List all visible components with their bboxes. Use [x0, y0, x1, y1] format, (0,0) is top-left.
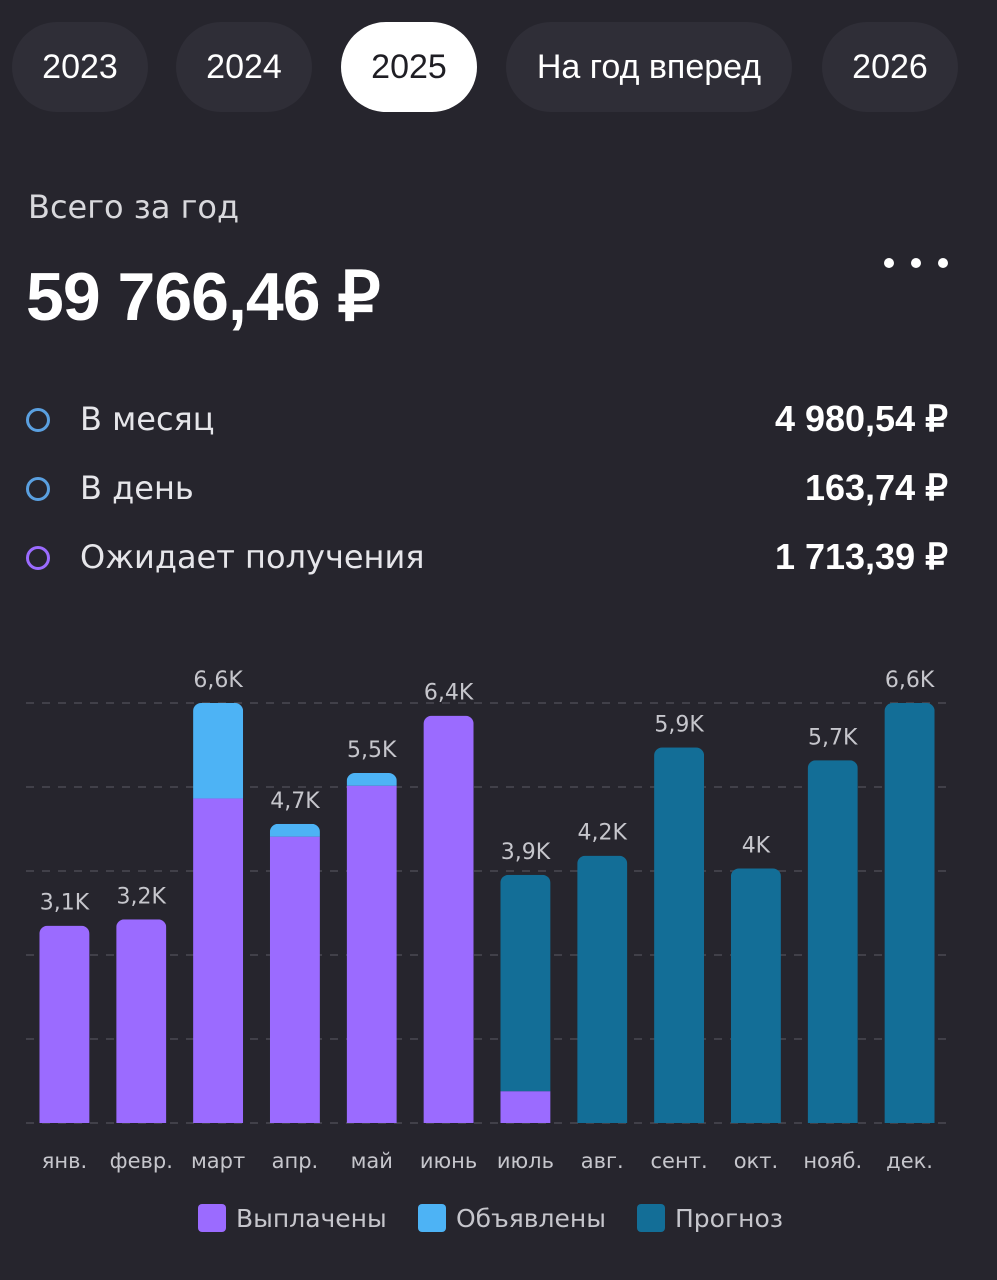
more-options-icon[interactable] — [884, 250, 948, 276]
ring-icon — [26, 408, 50, 432]
bar-segment-declared — [346, 773, 397, 786]
total-label: Всего за год — [28, 188, 240, 226]
tab-2025[interactable]: 2025 — [341, 22, 477, 112]
bar-value-label: 4,7K — [270, 789, 320, 814]
bar-segment-forecast — [730, 868, 781, 1123]
legend-label: Выплачены — [236, 1203, 387, 1233]
x-tick-label: авг. — [581, 1149, 624, 1173]
bar-segment-forecast — [884, 703, 935, 1123]
bar-4 — [346, 773, 397, 1123]
bar-8 — [654, 747, 705, 1123]
bar-3 — [269, 823, 320, 1123]
bar-value-label: 4,2K — [578, 821, 628, 846]
x-tick-label: дек. — [886, 1149, 933, 1173]
x-tick-label: янв. — [42, 1149, 87, 1173]
bar-9 — [730, 868, 781, 1123]
legend-label: Объявлены — [456, 1203, 606, 1233]
bar-value-label: 5,5K — [347, 738, 397, 763]
bar-segment-paid — [193, 798, 244, 1123]
bar-5 — [423, 715, 474, 1123]
legend-item-paid: Выплачены — [198, 1196, 387, 1240]
x-tick-label: апр. — [272, 1149, 319, 1173]
legend-swatch-forecast — [637, 1204, 665, 1232]
x-tick-label: февр. — [110, 1149, 173, 1173]
total-value: 59 766,46 ₽ — [26, 259, 381, 335]
bar-segment-forecast — [577, 855, 628, 1123]
bar-segment-paid — [39, 925, 90, 1123]
more-dot-icon — [884, 258, 894, 268]
legend-item-declared: Объявлены — [418, 1196, 606, 1240]
bar-segment-paid — [346, 785, 397, 1123]
bar-11 — [884, 703, 935, 1123]
x-tick-label: нояб. — [803, 1149, 862, 1173]
stat-label: В день — [80, 469, 194, 507]
x-tick-label: май — [351, 1149, 393, 1173]
tab-2023[interactable]: 2023 — [12, 22, 148, 112]
bar-segment-paid — [269, 836, 320, 1123]
bar-segment-paid — [116, 919, 167, 1123]
bar-value-label: 6,4K — [424, 681, 474, 706]
more-dot-icon — [911, 258, 921, 268]
bar-segment-declared — [269, 823, 320, 837]
legend-label: Прогноз — [675, 1203, 784, 1233]
x-tick-label: окт. — [734, 1149, 778, 1173]
chart-legend: Выплачены Объявлены Прогноз — [0, 1196, 997, 1240]
bar-value-label: 3,2K — [117, 884, 167, 909]
bar-value-label: 5,7K — [808, 725, 858, 750]
bar-segment-forecast — [807, 760, 858, 1123]
tab-year-ahead[interactable]: На год вперед — [506, 22, 792, 112]
dividends-bar-chart: 3,1K янв. 3,2K февр. 6,6K март 4,7K апр. 5,5K май… — [26, 668, 948, 1173]
bar-1 — [116, 919, 167, 1123]
bar-value-label: 6,6K — [193, 668, 243, 693]
more-dot-icon — [938, 258, 948, 268]
stat-per-month: В месяц 4 980,54 ₽ — [26, 398, 948, 448]
bar-2 — [193, 703, 244, 1123]
year-tabs: 2023 2024 2025 На год вперед 2026 — [12, 22, 997, 112]
ring-icon — [26, 477, 50, 501]
x-tick-label: март — [191, 1149, 245, 1173]
bar-segment-declared — [193, 703, 244, 799]
ring-icon — [26, 546, 50, 570]
bar-segment-forecast — [500, 874, 551, 1092]
stat-value: 163,74 ₽ — [804, 467, 948, 508]
stat-label: Ожидает получения — [80, 538, 425, 576]
bar-segment-paid — [500, 1091, 551, 1123]
tab-2024[interactable]: 2024 — [176, 22, 312, 112]
stat-value: 4 980,54 ₽ — [774, 398, 948, 439]
x-tick-label: сент. — [651, 1149, 708, 1173]
bar-0 — [39, 925, 90, 1123]
bar-6 — [500, 874, 551, 1123]
stat-value: 1 713,39 ₽ — [774, 536, 948, 577]
bar-value-label: 3,9K — [501, 840, 551, 865]
stat-label: В месяц — [80, 400, 215, 438]
stat-per-day: В день 163,74 ₽ — [26, 467, 948, 517]
bar-10 — [807, 760, 858, 1123]
x-tick-label: июнь — [420, 1149, 477, 1173]
legend-swatch-declared — [418, 1204, 446, 1232]
bar-value-label: 6,6K — [885, 668, 935, 693]
bar-value-label: 4K — [742, 833, 771, 858]
bar-value-label: 5,9K — [654, 713, 704, 738]
legend-swatch-paid — [198, 1204, 226, 1232]
x-tick-label: июль — [497, 1149, 554, 1173]
bar-7 — [577, 855, 628, 1123]
bar-value-label: 3,1K — [40, 891, 90, 916]
tab-2026[interactable]: 2026 — [822, 22, 958, 112]
legend-item-forecast: Прогноз — [637, 1196, 783, 1240]
stat-pending: Ожидает получения 1 713,39 ₽ — [26, 536, 948, 586]
bar-segment-forecast — [654, 747, 705, 1123]
bar-segment-paid — [423, 715, 474, 1123]
